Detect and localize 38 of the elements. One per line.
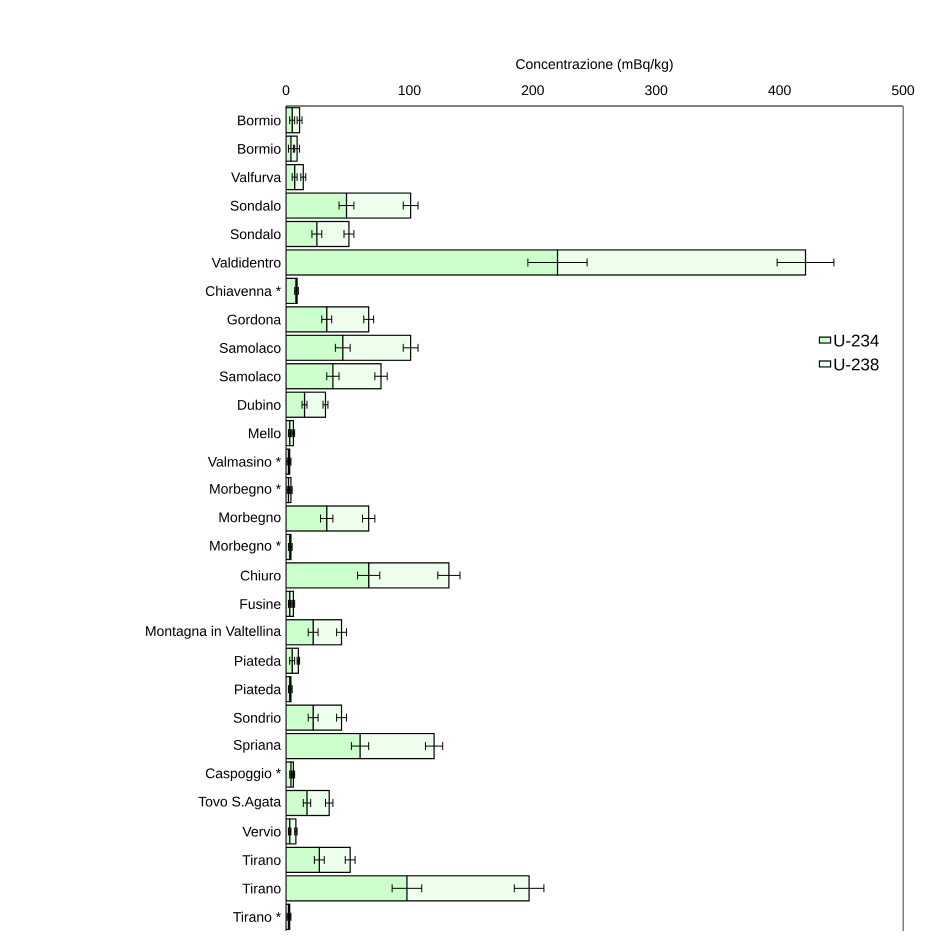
y-tick-label: Sondalo xyxy=(230,200,281,211)
y-tick-label: Gordona xyxy=(228,314,282,324)
x-tick-label: 0 xyxy=(282,85,290,96)
y-tick-label: Tirano xyxy=(242,854,281,866)
y-tick-label: Sondrio xyxy=(234,712,281,723)
y-tick-label: Valdidentro xyxy=(212,257,281,268)
x-tick-label: 100 xyxy=(398,85,420,96)
y-tick-label: Mello xyxy=(248,428,281,438)
y-tick-label: Chiavenna * xyxy=(206,286,281,296)
y-tick-label: Spriana xyxy=(234,740,282,753)
y-tick-label: Valmasino * xyxy=(208,456,281,467)
y-tick-label: Morbegno * xyxy=(210,540,281,554)
y-tick-label: Dubino xyxy=(238,400,281,410)
x-tick-label: 500 xyxy=(892,85,914,96)
y-tick-label: Chiuro xyxy=(240,570,281,581)
x-tick-label: 400 xyxy=(768,85,791,96)
y-tick-label: Tovo S.Agata xyxy=(198,796,282,810)
y-tick-label: Fusine xyxy=(240,598,281,609)
legend-label: U-238 xyxy=(834,358,879,370)
legend-label: U-234 xyxy=(834,334,879,347)
y-tick-label: Piateda xyxy=(234,684,282,694)
y-tick-label: Tirano xyxy=(242,883,281,894)
x-tick-label: 300 xyxy=(645,85,668,96)
x-tick-label: 200 xyxy=(522,85,544,96)
y-tick-label: Samolaco xyxy=(220,371,281,382)
y-tick-label: Piateda xyxy=(234,656,282,666)
y-tick-label: Vervio xyxy=(242,826,281,837)
y-tick-label: Morbegno xyxy=(219,512,281,525)
y-tick-label: Valfurva xyxy=(231,172,282,182)
y-tick-label: Sondalo xyxy=(230,228,281,240)
y-tick-label: Tirano * xyxy=(233,912,281,922)
y-tick-label: Montagna in Valtellina xyxy=(146,626,282,639)
y-tick-label: Samolaco xyxy=(220,342,281,353)
x-axis-title: Concentrazione (mBq/kg) xyxy=(516,58,673,72)
y-tick-label: Bormio xyxy=(238,144,281,154)
y-tick-label: Bormio xyxy=(238,115,281,126)
y-tick-label: Morbegno * xyxy=(210,484,281,497)
y-tick-label: Caspoggio * xyxy=(206,768,281,782)
